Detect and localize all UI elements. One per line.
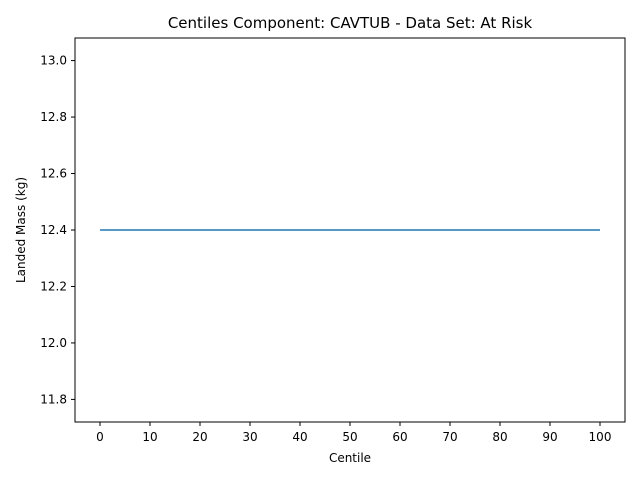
x-axis-ticks: 0 10 20 30 40 50 60 70 80 90 100	[96, 422, 611, 444]
y-tick-label: 11.8	[40, 392, 67, 406]
y-tick-label: 12.8	[40, 110, 67, 124]
x-tick-label: 20	[192, 430, 207, 444]
y-tick-label: 12.2	[40, 279, 67, 293]
x-tick-label: 30	[242, 430, 257, 444]
y-axis-ticks: 11.8 12.0 12.2 12.4 12.6 12.8 13.0	[40, 54, 75, 406]
x-tick-label: 90	[542, 430, 557, 444]
x-tick-label: 80	[492, 430, 507, 444]
y-axis-label: Landed Mass (kg)	[14, 177, 28, 283]
y-tick-label: 13.0	[40, 54, 67, 68]
x-tick-label: 70	[442, 430, 457, 444]
x-axis-label: Centile	[329, 451, 371, 465]
x-tick-label: 0	[96, 430, 104, 444]
chart-title: Centiles Component: CAVTUB - Data Set: A…	[168, 14, 533, 32]
x-tick-label: 60	[392, 430, 407, 444]
y-tick-label: 12.4	[40, 223, 67, 237]
y-tick-label: 12.6	[40, 167, 67, 181]
x-tick-label: 100	[589, 430, 612, 444]
y-tick-label: 12.0	[40, 336, 67, 350]
x-tick-label: 50	[342, 430, 357, 444]
x-tick-label: 10	[142, 430, 157, 444]
x-tick-label: 40	[292, 430, 307, 444]
